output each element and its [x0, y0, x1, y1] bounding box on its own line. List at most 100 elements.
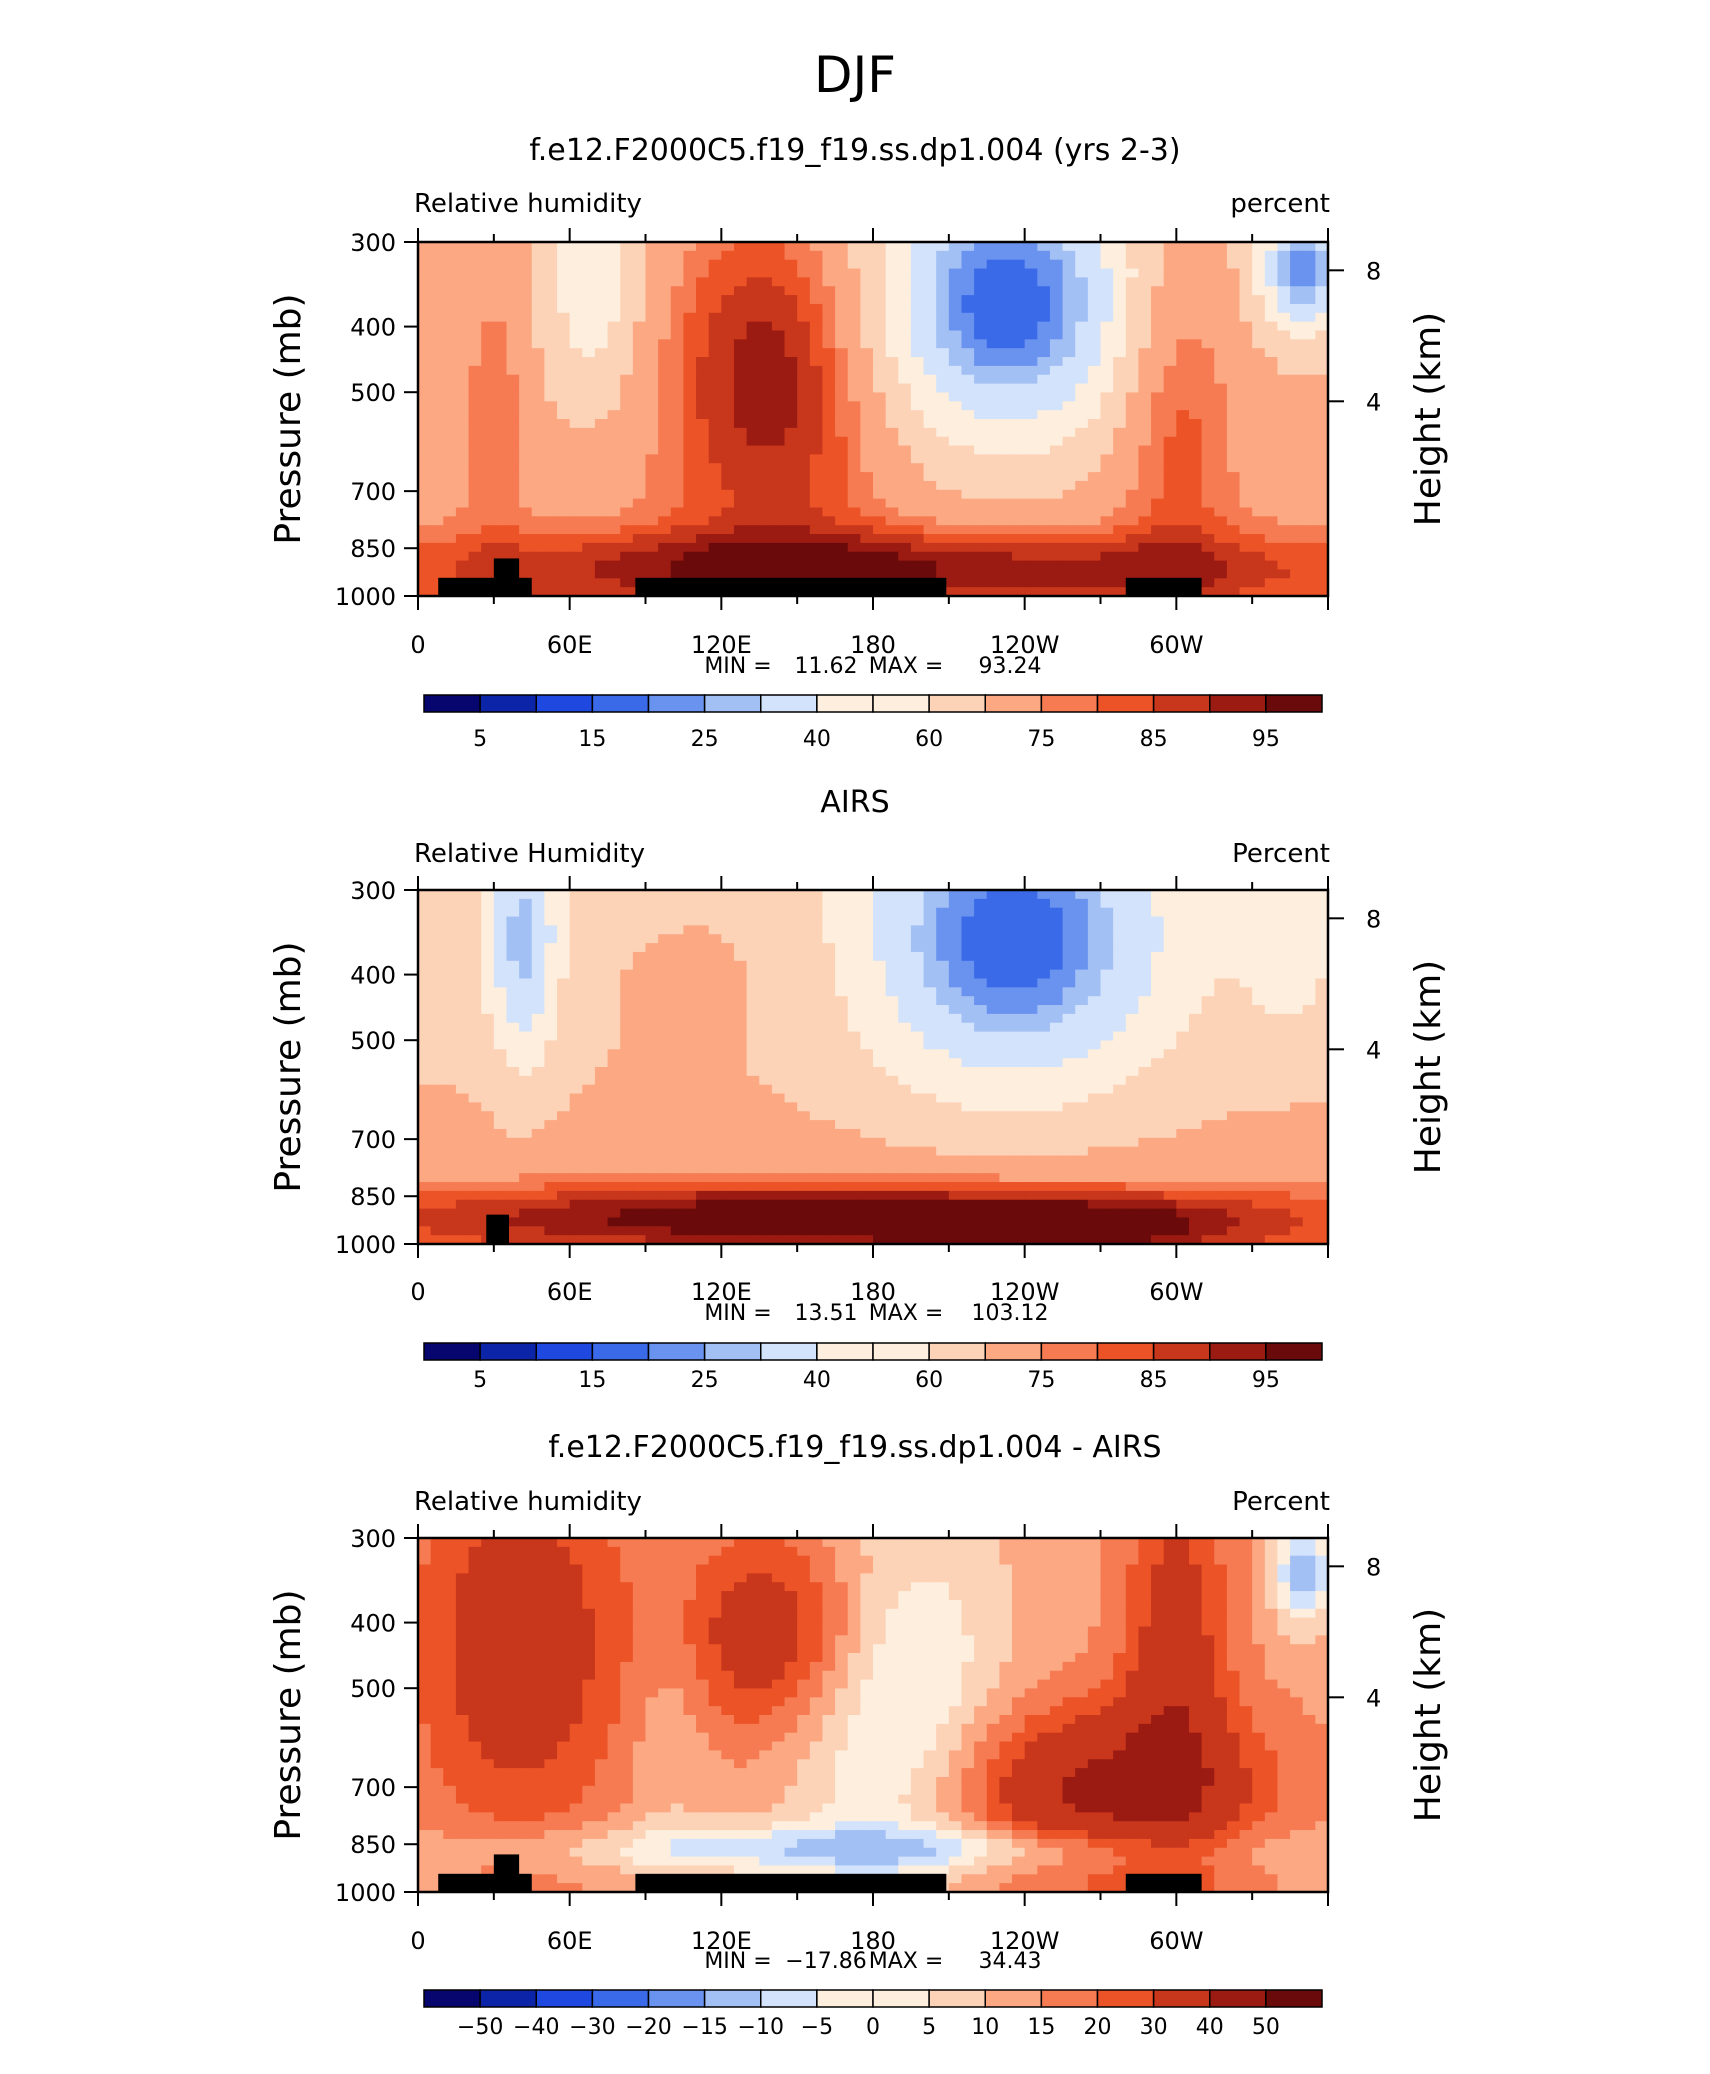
field-cell — [1062, 1049, 1076, 1059]
field-cell — [1290, 1128, 1304, 1139]
field-cell — [999, 365, 1013, 376]
field-cell — [1087, 516, 1102, 526]
field-cell — [822, 1005, 836, 1015]
field-cell — [468, 374, 482, 385]
field-cell — [670, 1022, 685, 1033]
field-cell — [986, 365, 1000, 376]
field-cell — [746, 890, 760, 900]
field-cell — [1277, 1084, 1291, 1095]
field-cell — [885, 507, 899, 517]
field-cell — [1302, 551, 1316, 562]
field-cell — [910, 1040, 925, 1050]
field-cell — [569, 330, 583, 340]
field-cell — [696, 507, 710, 517]
field-cell — [1239, 951, 1253, 962]
field-cell — [557, 454, 571, 464]
field-cell — [430, 525, 444, 535]
field-cell — [822, 551, 836, 562]
field-cell — [1188, 242, 1203, 252]
field-cell — [1201, 525, 1215, 535]
shaded-field — [418, 242, 1329, 597]
field-cell — [999, 1093, 1013, 1103]
field-cell — [948, 445, 963, 455]
field-cell — [1226, 1031, 1241, 1042]
field-cell — [1024, 1084, 1038, 1095]
field-cell — [594, 348, 609, 358]
field-cell — [1302, 1102, 1316, 1112]
field-cell — [582, 242, 596, 252]
field-cell — [1125, 339, 1140, 349]
field-cell — [443, 374, 457, 385]
field-cell — [493, 472, 508, 482]
field-cell — [1226, 242, 1241, 252]
field-cell — [506, 969, 520, 980]
field-cell — [670, 303, 685, 314]
field-cell — [1176, 551, 1190, 562]
field-cell — [1062, 542, 1076, 553]
field-cell — [746, 268, 760, 278]
field-cell — [443, 1005, 457, 1015]
field-cell — [898, 242, 912, 252]
field-cell — [418, 560, 432, 571]
field-cell — [658, 1075, 672, 1086]
field-cell — [721, 295, 735, 305]
field-cell — [645, 498, 659, 509]
field-cell — [1176, 383, 1190, 394]
field-cell — [1315, 339, 1329, 349]
field-cell — [1264, 259, 1279, 270]
field-cell — [948, 410, 963, 420]
field-cell — [1151, 534, 1165, 544]
field-cell — [544, 987, 558, 997]
field-cell — [1201, 934, 1215, 944]
field-cell — [961, 978, 975, 988]
field-cell — [1049, 339, 1064, 349]
field-cell — [1176, 1058, 1190, 1068]
field-cell — [733, 996, 748, 1006]
field-cell — [1163, 969, 1177, 980]
field-cell — [873, 1102, 887, 1112]
field-cell — [1226, 321, 1241, 332]
field-cell — [1302, 374, 1316, 385]
field-cell — [1151, 463, 1165, 473]
field-cell — [582, 339, 596, 349]
field-cell — [721, 498, 735, 509]
field-cell — [1113, 925, 1127, 935]
field-cell — [1087, 242, 1102, 252]
field-cell — [1125, 419, 1140, 429]
field-cell — [1302, 890, 1316, 900]
field-cell — [759, 1128, 773, 1139]
field-cell — [746, 1058, 760, 1068]
field-cell — [733, 1102, 748, 1112]
field-cell — [708, 454, 722, 464]
field-cell — [974, 498, 988, 509]
field-cell — [835, 480, 849, 491]
field-cell — [1239, 978, 1253, 988]
field-cell — [1100, 427, 1114, 438]
field-cell — [696, 454, 710, 464]
field-cell — [519, 339, 533, 349]
field-cell — [784, 1031, 798, 1042]
field-cell — [835, 303, 849, 314]
field-cell — [898, 374, 912, 385]
field-cell — [1024, 525, 1038, 535]
field-cell — [481, 1031, 495, 1042]
field-cell — [898, 321, 912, 332]
field-cell — [1151, 1058, 1165, 1068]
field-cell — [809, 898, 824, 909]
field-cell — [493, 890, 508, 900]
field-cell — [1075, 427, 1089, 438]
field-cell — [1226, 1049, 1241, 1059]
field-cell — [885, 463, 899, 473]
field-cell — [1252, 569, 1266, 579]
field-cell — [847, 987, 861, 997]
field-cell — [1024, 587, 1038, 597]
field-cell — [607, 330, 621, 340]
field-cell — [784, 242, 798, 252]
colorbar-label: 5 — [473, 727, 487, 752]
field-cell — [1277, 339, 1291, 349]
field-cell — [658, 916, 672, 926]
field-cell — [1214, 916, 1228, 926]
field-cell — [1100, 436, 1114, 447]
field-cell — [974, 295, 988, 305]
field-cell — [1290, 392, 1304, 402]
